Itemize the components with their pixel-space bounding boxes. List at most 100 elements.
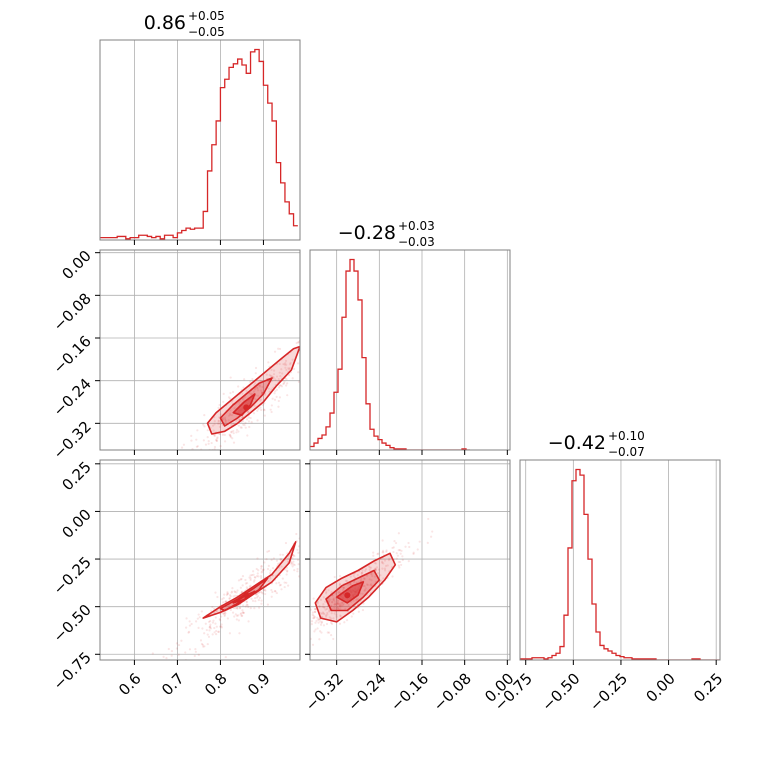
sample-point bbox=[337, 607, 340, 611]
sample-point bbox=[215, 633, 218, 636]
sample-point bbox=[323, 612, 326, 616]
panel-frame bbox=[99, 39, 301, 241]
sample-point bbox=[322, 603, 325, 606]
sample-point bbox=[219, 413, 222, 416]
sample-point bbox=[325, 590, 328, 594]
sample-point bbox=[284, 359, 288, 362]
sample-point bbox=[362, 584, 365, 587]
sample-point bbox=[382, 562, 385, 565]
sample-point bbox=[203, 413, 206, 417]
sample-point bbox=[229, 595, 232, 598]
sample-point bbox=[256, 387, 259, 390]
sample-point bbox=[210, 609, 213, 612]
panel-row3-col3: −0.42 +0.10−0.07−0.75 −0.50 −0.25 0.00 0.25 bbox=[491, 429, 727, 715]
sample-point bbox=[245, 418, 249, 421]
sample-point bbox=[260, 567, 263, 570]
sample-point bbox=[388, 557, 391, 560]
sample-point bbox=[296, 362, 300, 365]
sample-point bbox=[182, 443, 186, 446]
sample-point bbox=[166, 665, 168, 667]
sample-point bbox=[330, 634, 333, 637]
sample-point bbox=[197, 653, 200, 656]
sample-point bbox=[252, 573, 255, 576]
sample-point bbox=[391, 546, 394, 550]
sample-point bbox=[282, 362, 285, 366]
sample-point bbox=[363, 577, 366, 580]
sample-point bbox=[262, 408, 266, 411]
sample-point bbox=[333, 603, 336, 606]
sample-point bbox=[330, 549, 332, 551]
sample-point bbox=[384, 564, 388, 568]
sample-point bbox=[342, 588, 345, 592]
sample-point bbox=[225, 593, 228, 597]
sample-point bbox=[224, 612, 227, 615]
y-tick-label: −0.16 bbox=[50, 332, 95, 377]
sample-point bbox=[369, 566, 373, 569]
sample-point bbox=[313, 616, 316, 620]
sample-point bbox=[213, 433, 216, 437]
sample-point bbox=[381, 561, 384, 564]
panel-row2-col2: −0.28 +0.03 −0.03 bbox=[309, 219, 511, 455]
sample-point bbox=[205, 628, 208, 632]
sample-point bbox=[311, 611, 315, 614]
sample-point bbox=[374, 568, 377, 571]
x-tick-label: −0.32 bbox=[302, 670, 347, 715]
sample-point bbox=[254, 382, 257, 385]
sample-point bbox=[253, 397, 256, 400]
sample-point bbox=[231, 390, 235, 394]
sample-point bbox=[247, 605, 250, 609]
sample-point bbox=[260, 408, 263, 412]
sample-point bbox=[259, 406, 262, 409]
sample-point bbox=[270, 404, 273, 407]
sample-point bbox=[291, 377, 294, 380]
sample-point bbox=[279, 583, 282, 586]
sample-point bbox=[280, 557, 283, 561]
sample-point bbox=[311, 613, 314, 616]
sample-point bbox=[228, 597, 232, 600]
sample-point bbox=[395, 552, 398, 555]
sample-point bbox=[277, 386, 281, 389]
sample-point bbox=[230, 431, 233, 434]
sample-point bbox=[217, 419, 220, 422]
sample-point bbox=[223, 453, 225, 455]
sample-point bbox=[228, 412, 232, 415]
contour-outer bbox=[202, 541, 297, 619]
sample-point bbox=[404, 545, 407, 548]
sample-point bbox=[274, 378, 277, 381]
sample-point bbox=[287, 367, 290, 370]
sample-point bbox=[235, 431, 238, 434]
sample-point bbox=[255, 567, 258, 571]
sample-point bbox=[162, 655, 165, 658]
histogram-title-lower: −0.05 bbox=[188, 25, 225, 39]
sample-point bbox=[242, 611, 245, 614]
sample-point bbox=[312, 617, 315, 620]
sample-point bbox=[285, 363, 288, 366]
sample-point bbox=[361, 569, 364, 572]
sample-point bbox=[318, 638, 321, 641]
sample-point bbox=[381, 549, 385, 552]
y-tick-label: 0.00 bbox=[58, 247, 94, 283]
sample-point bbox=[217, 630, 221, 633]
sample-point bbox=[262, 588, 265, 592]
sample-point bbox=[241, 609, 244, 612]
sample-point bbox=[293, 554, 296, 558]
sample-point bbox=[222, 612, 225, 615]
sample-point bbox=[361, 571, 364, 574]
sample-point bbox=[284, 568, 287, 571]
sample-point bbox=[333, 600, 336, 603]
sample-point bbox=[320, 331, 322, 333]
sample-point bbox=[255, 574, 259, 578]
sample-point bbox=[209, 466, 211, 468]
sample-point bbox=[229, 397, 232, 400]
sample-point bbox=[376, 553, 379, 556]
sample-point bbox=[269, 408, 272, 411]
sample-point bbox=[151, 652, 154, 655]
sample-point bbox=[180, 639, 183, 642]
sample-point bbox=[157, 675, 159, 677]
sample-point bbox=[263, 414, 266, 417]
sample-point bbox=[227, 396, 231, 399]
sample-point bbox=[372, 554, 375, 557]
sample-point bbox=[260, 576, 263, 579]
sample-point bbox=[330, 621, 333, 624]
sample-point bbox=[285, 384, 288, 387]
